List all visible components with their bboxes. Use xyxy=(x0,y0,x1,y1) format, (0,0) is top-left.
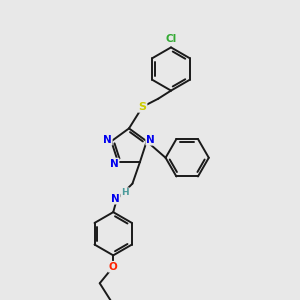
Text: H: H xyxy=(122,188,129,197)
Text: S: S xyxy=(139,102,146,112)
Text: N: N xyxy=(146,135,155,145)
Text: Cl: Cl xyxy=(165,34,177,44)
Text: N: N xyxy=(111,194,120,204)
Text: N: N xyxy=(103,135,112,145)
Text: O: O xyxy=(109,262,118,272)
Text: N: N xyxy=(110,158,118,169)
